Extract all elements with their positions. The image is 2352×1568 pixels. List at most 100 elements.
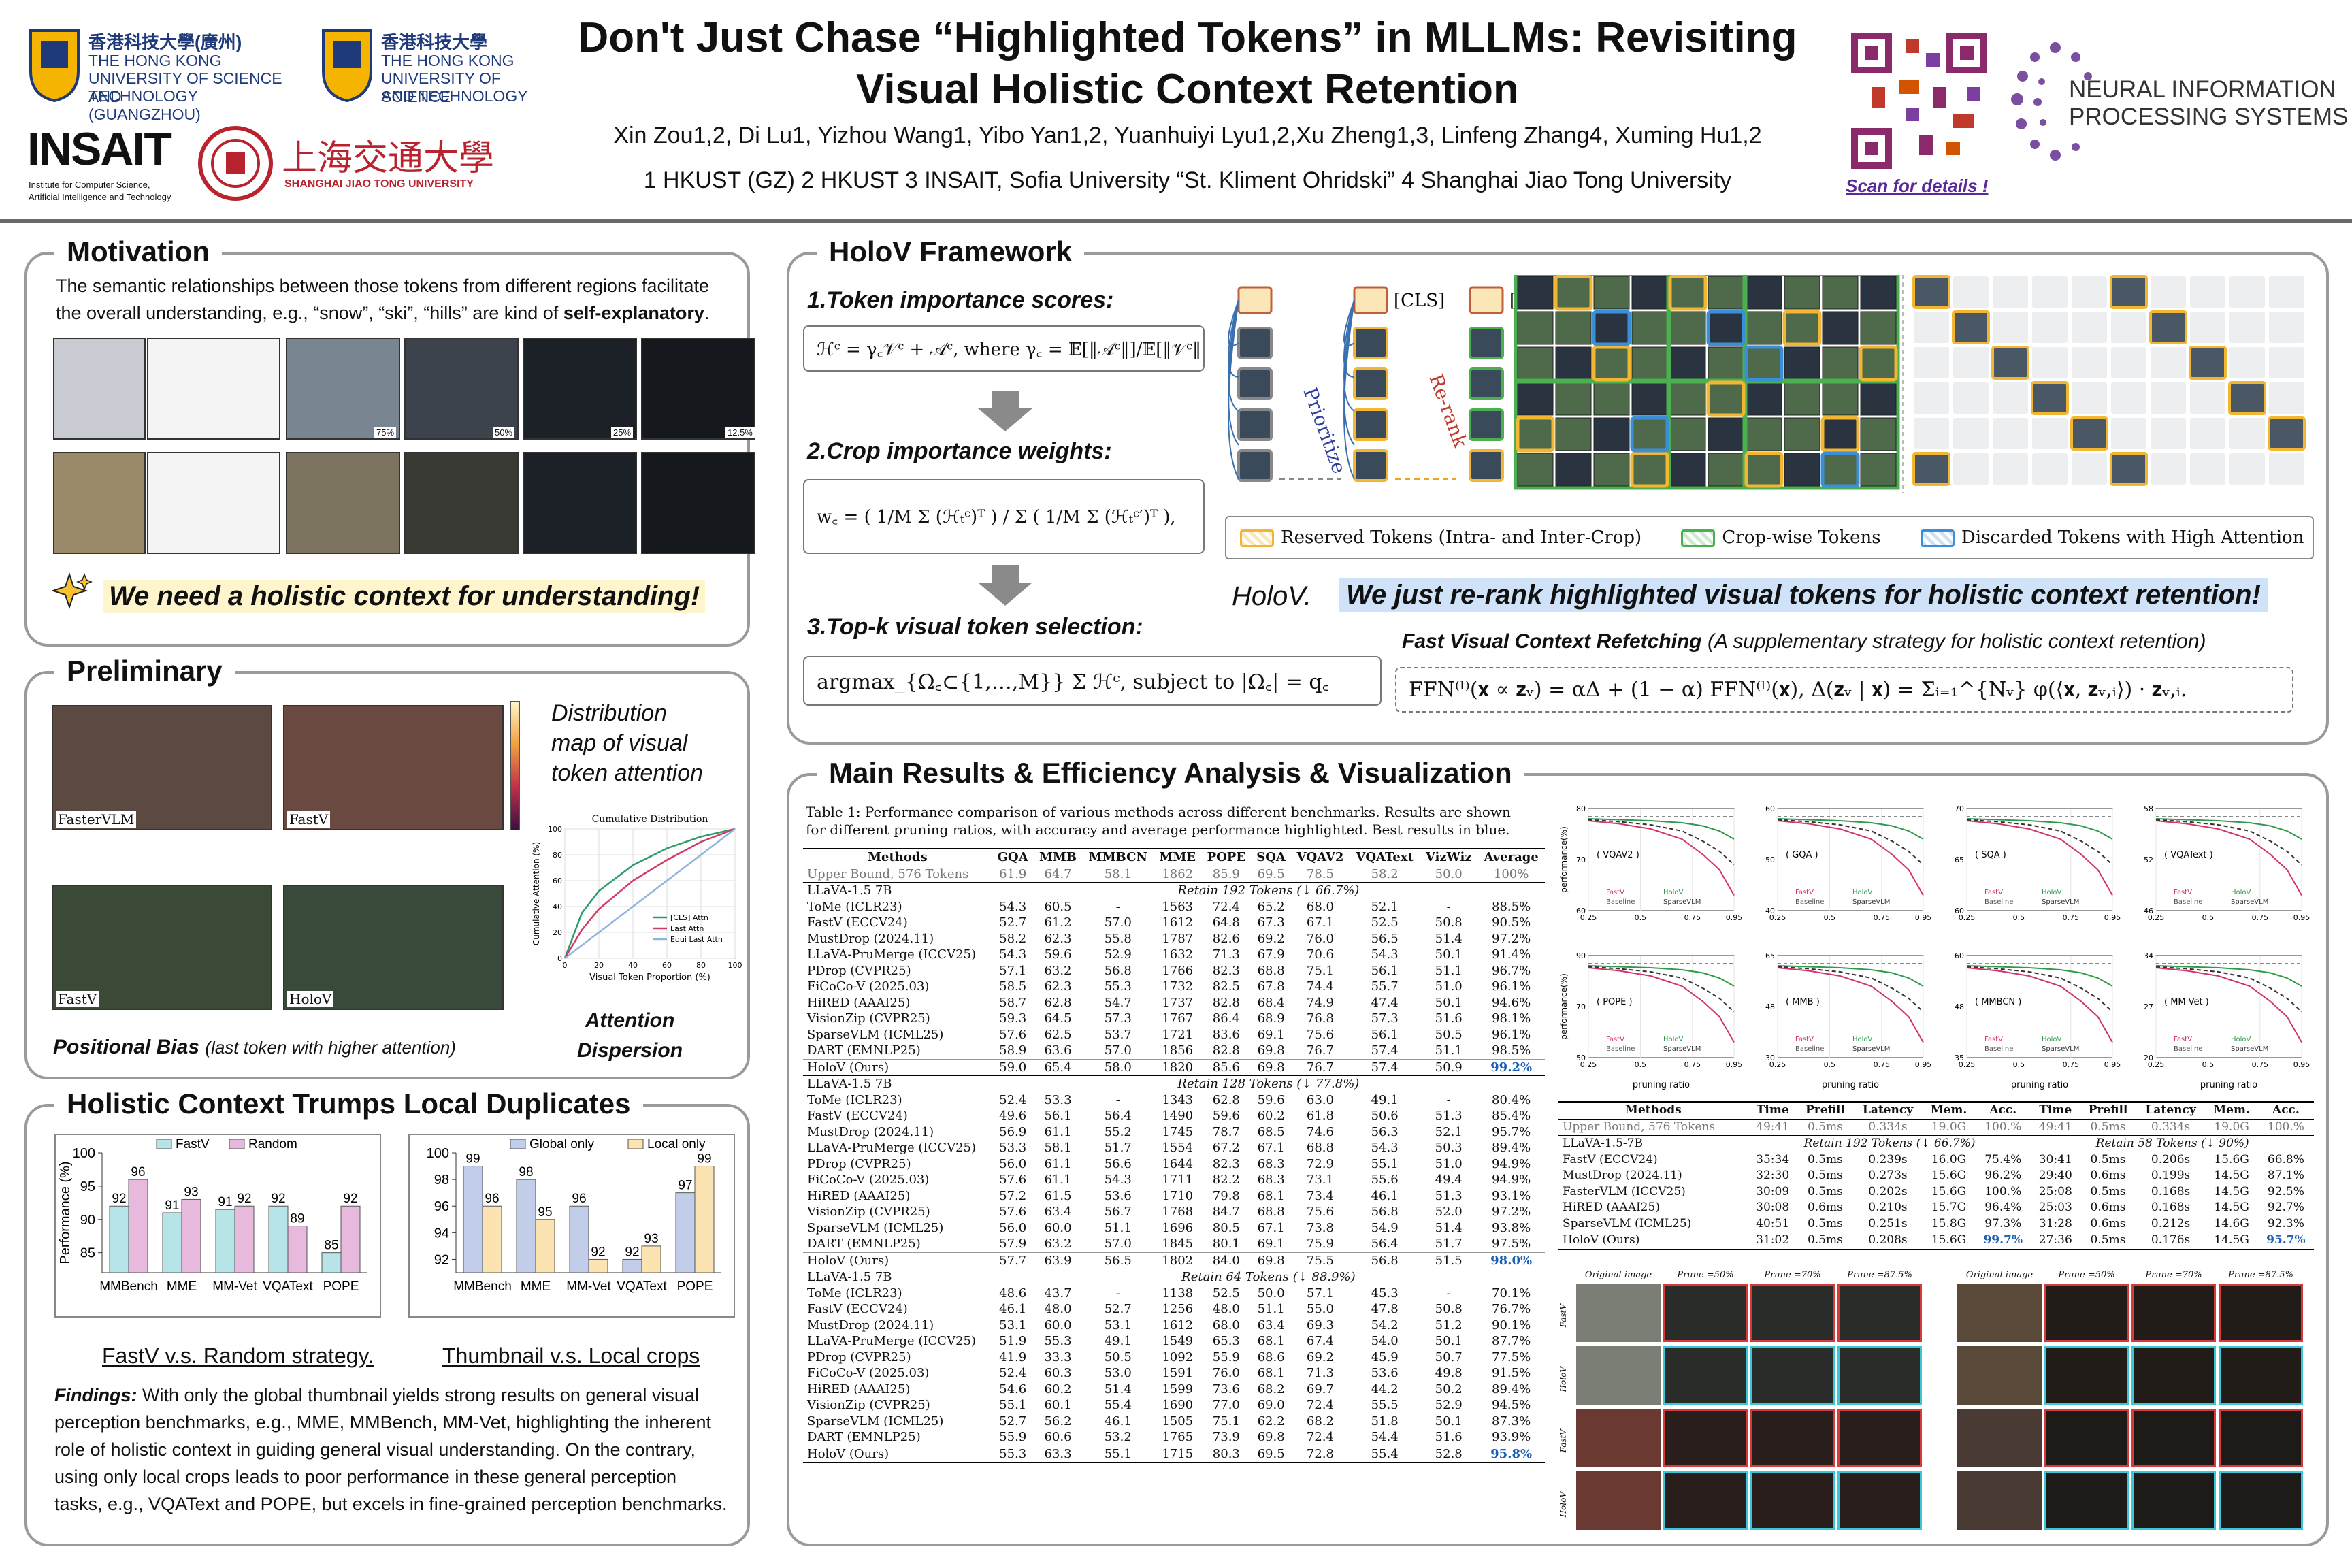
- legend-label: HoloV: [2231, 1036, 2251, 1043]
- visual-token: [1237, 408, 1273, 441]
- table-cell: 1612: [1162, 1318, 1194, 1333]
- table-cell: 57.0: [1104, 915, 1132, 930]
- table-cell: Time: [1756, 1103, 1789, 1117]
- legend-label: FastV: [2174, 1036, 2192, 1043]
- table-cell: 0.334s: [1868, 1120, 1908, 1134]
- table-cell: 54.2: [1371, 1318, 1399, 1333]
- table-cell: 57.1: [999, 963, 1027, 978]
- bar-random: [181, 1198, 201, 1273]
- table-cell: 79.8: [1212, 1188, 1240, 1203]
- legend-label: HoloV: [2231, 889, 2251, 896]
- x-axis-label: pruning ratio: [1822, 1080, 1879, 1090]
- visual-token: [1353, 408, 1388, 441]
- table-cell: 47.8: [1371, 1302, 1399, 1316]
- crop-tile: [1669, 453, 1706, 487]
- table-cell: 97.2%: [1492, 931, 1531, 946]
- findings-line-2: perception benchmarks, e.g., MME, MMBenc…: [54, 1412, 711, 1433]
- table-cell: 53.2: [1104, 1430, 1132, 1444]
- section-header-row: LLaVA-1.5 7B Retain 192 Tokens (↓ 66.7%): [803, 883, 1545, 899]
- table-row: FasterVLM (ICCV25) 30:09 0.5ms 0.202s 15.6G 1…: [1558, 1184, 2314, 1200]
- crop-tile: [1708, 382, 1744, 416]
- table-cell: 49.1: [1104, 1334, 1132, 1348]
- positional-bias-label: Positional Bias: [53, 1036, 200, 1058]
- bar-value-label: 93: [184, 1185, 198, 1199]
- table-cell: 56.1: [1371, 1027, 1399, 1042]
- plot-frame: [1777, 955, 1924, 1058]
- kid-prune-50: [404, 452, 519, 554]
- table-cell: 67.8: [1257, 979, 1285, 994]
- pruned-token: [2190, 382, 2225, 414]
- fastv-line: [1966, 967, 2113, 1043]
- y-axis-label: performance(%): [1559, 826, 1569, 893]
- table-cell: 60.2: [1257, 1109, 1285, 1123]
- y-tick-label: 80: [553, 851, 562, 860]
- x-tick-label: VQAText: [263, 1279, 313, 1294]
- table-cell: 88.5%: [1492, 899, 1531, 914]
- fastv-vs-random-chart: 85 90 95 100 92 96 MMBench 91 93 MME 91 92 MM-Vet 92 8…: [58, 1137, 368, 1294]
- table-cell: 1820: [1162, 1060, 1194, 1075]
- x-tick-label: 0.25: [1959, 1060, 1976, 1069]
- table-cell: 58.7: [999, 995, 1027, 1010]
- visual-token: [1353, 368, 1388, 400]
- kept-token: [2110, 452, 2148, 486]
- x-tick-label: 0.75: [2252, 1060, 2269, 1069]
- crop-swatch: [1681, 529, 1716, 547]
- legend-swatch: [156, 1139, 172, 1149]
- legend-label: Baseline: [2174, 898, 2202, 906]
- table-cell: HoloV (Ours): [807, 1446, 889, 1461]
- crop-tile: [1822, 417, 1859, 451]
- pruning-plot: 0.25 0.5 0.75 0.95 60 70 80 ( VQAV2 ) FastV HoloV…: [1559, 804, 1742, 922]
- table-cell: 0.210s: [1868, 1200, 1908, 1214]
- table-cell: 61.5: [1044, 1188, 1072, 1203]
- table-cell: 1862: [1162, 866, 1194, 881]
- qr-code-icon[interactable]: [1851, 33, 1987, 169]
- table-cell: 68.2: [1306, 1414, 1334, 1428]
- reserved-swatch: [1240, 529, 1274, 547]
- sparsevlm-line: [1966, 819, 2113, 866]
- legend-reserved: Reserved Tokens (Intra- and Inter-Crop): [1240, 527, 1642, 548]
- crop-tile: [1517, 311, 1554, 345]
- vis-row-label: HoloV: [1558, 1367, 1568, 1392]
- table-row: HoloV (Ours) 57.7 63.9 56.5 1802 84.0 69.8 75.5…: [803, 1252, 1545, 1269]
- table-cell: 46.1: [999, 1302, 1027, 1316]
- table-cell: 1554: [1162, 1141, 1194, 1155]
- reserved-token: [1706, 380, 1746, 417]
- table-cell: HiRED (AAAI25): [807, 995, 911, 1010]
- table-cell: 54.3: [999, 899, 1027, 914]
- table-cell: 1787: [1162, 931, 1194, 946]
- table-cell: 54.4: [1371, 1430, 1399, 1444]
- reserved-token: [1744, 451, 1784, 488]
- crop-tile: [1708, 276, 1744, 310]
- kept-token: [2189, 346, 2227, 380]
- crop-tile: [1631, 276, 1668, 310]
- preliminary-title: Preliminary: [54, 655, 235, 687]
- scan-for-details-link[interactable]: Scan for details !: [1846, 176, 1989, 196]
- x-tick-label: 0.95: [2104, 1060, 2121, 1069]
- table-row: HoloV (Ours) 59.0 65.4 58.0 1820 85.6 69.8 76.7…: [803, 1059, 1545, 1076]
- pruned-token: [1953, 382, 1989, 414]
- cls-token: [1237, 286, 1273, 314]
- table-cell: 72.4: [1212, 899, 1240, 914]
- legend-crop-label: Crop-wise Tokens: [1722, 527, 1881, 548]
- crop-tile: [1860, 382, 1897, 416]
- table-cell: 98.0%: [1490, 1253, 1533, 1268]
- table-cell: 51.3: [1435, 1109, 1463, 1123]
- fastv-line: [1966, 820, 2113, 896]
- bar-fastv: [162, 1212, 182, 1273]
- table-cell: 56.4: [1104, 1109, 1132, 1123]
- findings-line-1: With only the global thumbnail yields st…: [142, 1385, 699, 1405]
- x-tick-label: 20: [594, 961, 604, 970]
- attention-curve: [1343, 299, 1355, 378]
- reserved-token: [1668, 275, 1708, 311]
- y-tick-label: 92: [434, 1252, 449, 1267]
- label-fastv-top: FastV: [287, 811, 331, 828]
- table-cell: 60.6: [1044, 1430, 1072, 1444]
- x-tick-label: 0.5: [1635, 1060, 1647, 1069]
- table-cell: 30:08: [1756, 1200, 1790, 1214]
- table-cell: 63.2: [1044, 1237, 1072, 1251]
- table-cell: 55.9: [999, 1430, 1027, 1444]
- table-cell: HiRED (AAAI25): [1563, 1200, 1660, 1214]
- chart1-frame: [54, 1134, 381, 1318]
- findings-text: Findings: With only the global thumbnail…: [54, 1382, 735, 1518]
- vis-row-label: HoloV: [1558, 1492, 1568, 1518]
